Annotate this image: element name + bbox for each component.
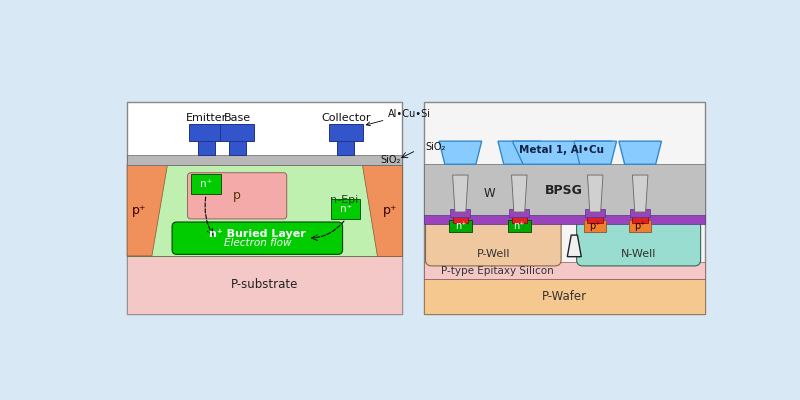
Bar [630,220,651,232]
Bar [198,141,214,155]
Bar [449,220,472,232]
Text: N-Well: N-Well [621,249,656,259]
Bar [424,164,705,217]
Polygon shape [567,235,582,257]
Text: p⁺: p⁺ [590,221,601,231]
FancyBboxPatch shape [577,220,701,266]
Bar [508,220,531,232]
Polygon shape [362,165,402,256]
Bar [220,124,254,141]
Text: p⁺: p⁺ [382,204,397,217]
Text: p⁺: p⁺ [132,204,146,217]
Text: SiO₂: SiO₂ [426,142,446,152]
Text: Collector: Collector [321,113,370,123]
Polygon shape [498,141,541,164]
Bar [127,155,402,165]
Bar [127,256,402,314]
Bar [331,199,361,219]
Text: n-Epi: n-Epi [330,196,358,206]
Bar [450,209,470,217]
Text: P-type Epitaxy Silicon: P-type Epitaxy Silicon [442,266,554,276]
Text: n⁺: n⁺ [514,221,525,231]
Bar [329,124,362,141]
Text: n⁺ Buried Layer: n⁺ Buried Layer [209,229,306,239]
Bar [424,279,705,314]
Polygon shape [587,175,603,212]
Bar [587,215,603,223]
Text: BPSG: BPSG [546,184,583,197]
Text: n⁺: n⁺ [340,204,352,214]
Text: W: W [484,187,496,200]
Text: Metal 1, Al•Cu: Metal 1, Al•Cu [519,145,605,155]
FancyBboxPatch shape [426,220,561,266]
Bar [127,165,402,256]
Bar [585,209,606,217]
Bar [337,141,354,155]
Polygon shape [512,141,611,164]
Bar [584,220,606,232]
Bar [424,262,705,279]
FancyBboxPatch shape [187,173,286,219]
Text: Electron flow: Electron flow [223,238,291,248]
Polygon shape [619,141,662,164]
Polygon shape [453,175,468,212]
Bar [509,209,530,217]
Text: n⁺: n⁺ [200,179,212,189]
Bar [189,124,223,141]
Text: p⁺: p⁺ [634,221,646,231]
Text: P-substrate: P-substrate [231,278,298,291]
Bar [191,174,221,194]
Text: p: p [234,189,241,202]
Bar [127,102,402,314]
Bar [633,215,648,223]
Text: Al•Cu•Si: Al•Cu•Si [366,108,431,126]
Text: Base: Base [224,113,250,123]
Bar [424,215,705,224]
Bar [453,215,468,223]
Bar [229,141,246,155]
Polygon shape [511,175,527,212]
Bar [424,102,705,314]
Text: n⁺: n⁺ [454,221,466,231]
Text: Emitter: Emitter [186,113,227,123]
Text: SiO₂: SiO₂ [380,155,401,165]
Text: P-Well: P-Well [477,249,510,259]
Bar [511,215,527,223]
Polygon shape [127,165,167,256]
Text: P-Wafer: P-Wafer [542,290,586,303]
Polygon shape [439,141,482,164]
Polygon shape [574,141,617,164]
Bar [630,209,650,217]
Polygon shape [633,175,648,212]
FancyBboxPatch shape [172,222,342,254]
